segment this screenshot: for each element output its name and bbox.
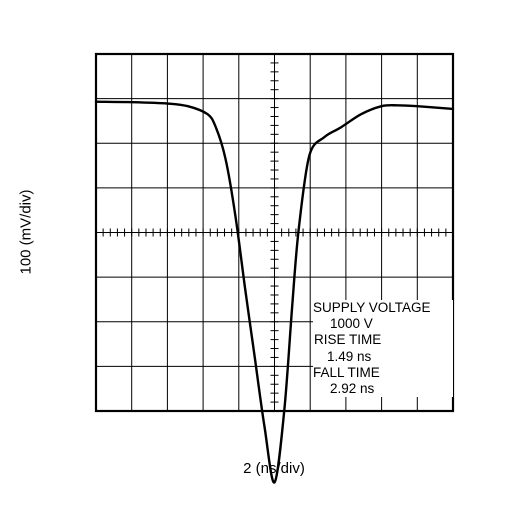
annotation-rise-time-value: 1.49 ns bbox=[327, 348, 372, 364]
signal-trace bbox=[94, 100, 455, 484]
center-ticks bbox=[102, 62, 447, 403]
annotation-supply-voltage-label: SUPPLY VOLTAGE bbox=[313, 300, 431, 315]
x-axis-label: 2 (ns/div) bbox=[243, 460, 305, 477]
plot-frame bbox=[94, 52, 455, 413]
annotation-supply-voltage-value: 1000 V bbox=[330, 316, 373, 332]
annotation-fall-time-label: FALL TIME bbox=[313, 364, 380, 380]
annotation-fall-time-value: 2.92 ns bbox=[330, 381, 375, 397]
y-axis-label: 100 (mV/div) bbox=[17, 189, 35, 275]
annotation-rise-time-label: RISE TIME bbox=[314, 332, 382, 348]
annotation-box: SUPPLY VOLTAGE 1000 V RISE TIME 1.49 ns … bbox=[313, 300, 453, 398]
